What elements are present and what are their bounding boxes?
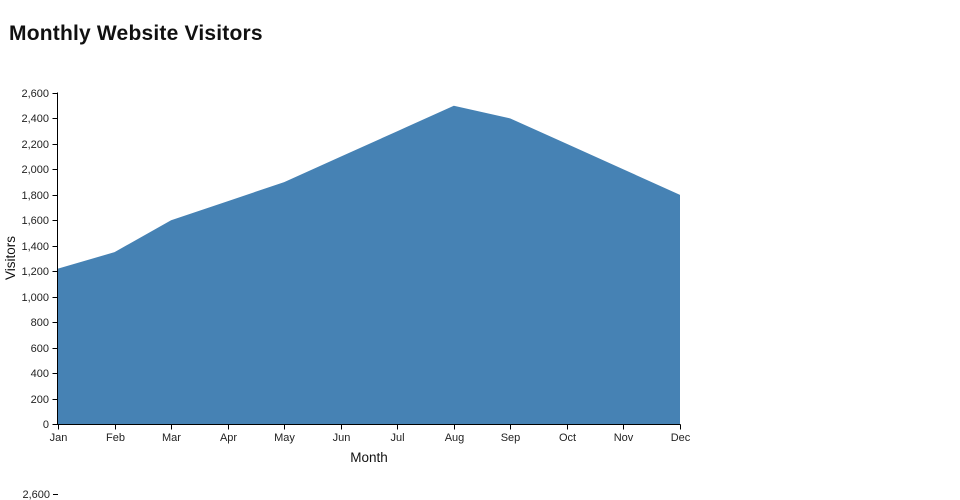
y-axis-tick-label: 600: [31, 343, 49, 355]
x-axis-tick-label: Apr: [220, 432, 237, 444]
y-axis-tick-label: 1,400: [21, 241, 49, 253]
area-layer: [58, 105, 680, 424]
chart-title: Monthly Website Visitors: [9, 22, 263, 45]
y-axis-tick-label: 1,800: [21, 190, 49, 202]
x-axis-tick-label: Feb: [106, 432, 125, 444]
y-axis-tick-label: 800: [31, 317, 49, 329]
x-axis-tick-label: Jun: [333, 432, 351, 444]
y-axis-tick-label: 1,200: [21, 266, 49, 278]
x-axis-tick-label: Jul: [390, 432, 404, 444]
x-axis-tick-label: Sep: [501, 432, 521, 444]
y-axis-tick-label: 1,000: [21, 292, 49, 304]
y-axis-tick-label: 200: [31, 394, 49, 406]
y-axis-tick-label: 2,200: [21, 139, 49, 151]
x-axis-tick-label: Dec: [671, 432, 691, 444]
y-axis-tick-label: 2,600: [21, 88, 49, 100]
x-axis-tick-label: Aug: [445, 432, 465, 444]
x-axis-tick-label: Mar: [162, 432, 181, 444]
partial-y-tick-label: 2,600: [22, 489, 50, 500]
axes-layer: 0 200 400 600 800 1,000 1,200 1,400 1,600 1,800 2,…: [21, 88, 690, 444]
y-axis-tick-label: 0: [43, 419, 49, 431]
y-axis-tick-label: 1,600: [21, 215, 49, 227]
y-axis-title: Visitors: [3, 236, 18, 280]
y-axis-tick-label: 2,400: [21, 113, 49, 125]
y-axis-tick-label: 400: [31, 368, 49, 380]
x-axis-tick-label: Nov: [614, 432, 634, 444]
y-axis-tick-label: 2,000: [21, 164, 49, 176]
partial-second-chart: 2,600: [22, 489, 58, 500]
x-axis-title: Month: [350, 450, 388, 465]
x-axis-tick-label: Oct: [559, 432, 576, 444]
x-axis-tick-label: Jan: [50, 432, 68, 444]
area-series: [58, 105, 680, 424]
x-axis-tick-label: May: [274, 432, 295, 444]
